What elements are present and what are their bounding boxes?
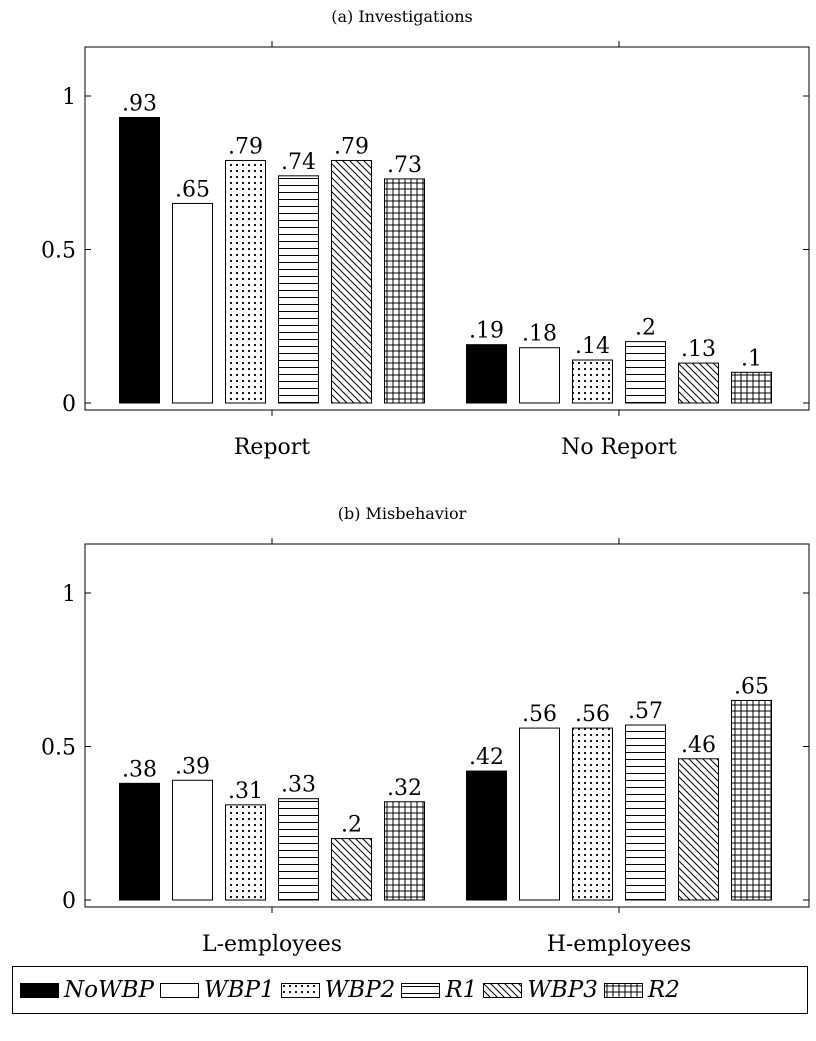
data-label: .32 (387, 776, 422, 801)
data-label: .73 (387, 153, 422, 178)
x-tick-label: H-employees (547, 932, 692, 957)
data-label: .18 (522, 322, 557, 347)
bar (119, 782, 160, 901)
figure: (a) Investigations 00.51 Report No Report… (41, 7, 810, 957)
data-label: .2 (341, 813, 362, 838)
bar (625, 724, 666, 901)
legend-swatch-empty (160, 982, 199, 998)
panel-title: (b) Misbehavior (338, 504, 467, 523)
y-axis: 00.51 (41, 85, 809, 417)
legend-label: WBP1 (204, 977, 275, 1003)
data-label: .57 (628, 699, 663, 724)
legend: NoWBP WBP1 WBP2 R1 WBP3 R2 (12, 966, 808, 1014)
y-tick-label: 0 (62, 392, 76, 417)
y-tick-label: 1 (62, 85, 76, 110)
legend-item-wbp3: WBP3 (483, 977, 598, 1003)
legend-label: NoWBP (64, 977, 154, 1003)
bar (225, 804, 266, 901)
data-label: .31 (228, 779, 263, 804)
bar (519, 347, 560, 404)
legend-swatch-solid (20, 982, 59, 998)
bar (278, 798, 319, 901)
bar (731, 699, 772, 901)
bar (519, 727, 560, 901)
x-tick-label: Report (234, 435, 310, 460)
panel-misbehavior: (b) Misbehavior 00.51 L-employees H-emplo… (41, 504, 810, 957)
legend-item-nowbp: NoWBP (20, 977, 154, 1003)
panel-investigations: (a) Investigations 00.51 Report No Report… (41, 7, 810, 460)
y-tick-label: 0 (62, 889, 76, 914)
bar (466, 344, 507, 404)
y-tick-label: 0.5 (41, 736, 76, 761)
data-label: .13 (681, 337, 716, 362)
data-label: .1 (741, 346, 762, 371)
legend-item-r1: R1 (401, 977, 477, 1003)
bar (384, 178, 425, 404)
data-label: .65 (734, 674, 769, 699)
bar (731, 371, 772, 404)
data-label: .2 (635, 316, 656, 341)
y-tick-label: 0.5 (41, 239, 76, 264)
x-tick-label: No Report (561, 435, 677, 460)
bar (225, 159, 266, 404)
bar (278, 175, 319, 404)
y-axis: 00.51 (41, 582, 809, 914)
legend-label: WBP2 (324, 977, 396, 1003)
legend-item-wbp2: WBP2 (280, 977, 396, 1003)
data-label: .56 (522, 702, 557, 727)
y-tick-label: 1 (62, 582, 76, 607)
data-label: .79 (334, 134, 369, 159)
bar (331, 159, 372, 404)
legend-swatch-hlines (401, 982, 441, 998)
legend-swatch-dots (280, 982, 320, 998)
legend-item-r2: R2 (603, 977, 680, 1003)
data-label: .65 (175, 177, 210, 202)
bar (384, 801, 425, 901)
data-label: .93 (122, 91, 157, 116)
bar (572, 727, 613, 901)
data-label: .42 (469, 745, 504, 770)
data-label: .79 (228, 134, 263, 159)
legend-swatch-grid (603, 982, 643, 998)
x-tick-label: L-employees (202, 932, 342, 957)
bar (119, 116, 160, 404)
legend-label: R1 (445, 977, 478, 1003)
bar (466, 770, 507, 901)
legend-label: WBP3 (527, 977, 598, 1003)
bars: .38 .42 .39 .56 .31 .56 .33 .57 .2 .46 .32 .65 (119, 674, 772, 901)
bars: .93 .19 .65 .18 .79 .14 .74 .2 .79 .13 .73 .1 (119, 91, 772, 404)
x-axis: Report No Report (234, 41, 677, 460)
data-label: .19 (469, 319, 504, 344)
x-axis: L-employees H-employees (202, 538, 691, 957)
data-label: .14 (575, 334, 610, 359)
plot-frame (84, 543, 810, 908)
legend-swatch-diag (483, 982, 523, 998)
data-label: .39 (175, 754, 210, 779)
bar (678, 758, 719, 901)
bar (678, 362, 719, 404)
data-label: .33 (281, 773, 316, 798)
plot-frame (84, 46, 810, 411)
legend-item-wbp1: WBP1 (160, 977, 275, 1003)
data-label: .38 (122, 757, 157, 782)
data-label: .46 (681, 733, 716, 758)
bar (172, 779, 213, 901)
bar (572, 359, 613, 404)
bar (331, 838, 372, 901)
data-label: .74 (281, 150, 316, 175)
bar (625, 341, 666, 404)
data-label: .56 (575, 702, 610, 727)
bar (172, 202, 213, 404)
legend-label: R2 (647, 977, 680, 1003)
panel-title: (a) Investigations (331, 7, 472, 26)
